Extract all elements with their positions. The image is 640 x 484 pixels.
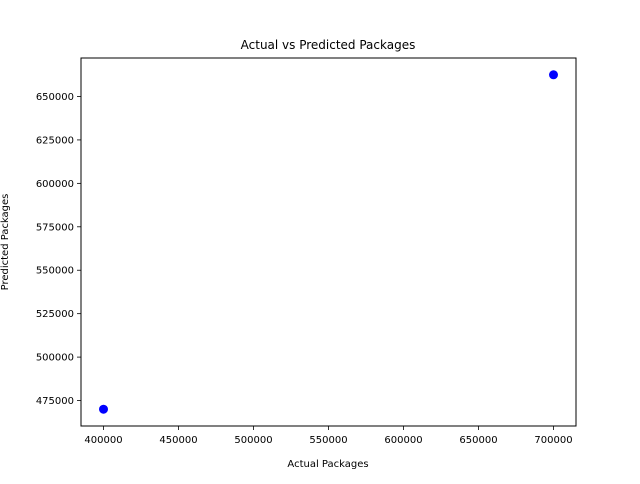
plot-area-frame — [80, 57, 577, 427]
x-tick-label: 500000 — [234, 435, 272, 446]
y-axis-label: Predicted Packages — [0, 194, 11, 291]
data-points — [99, 70, 558, 414]
x-axis-ticks: 400000 450000 500000 550000 600000 650000 7000… — [84, 426, 573, 446]
x-tick-label: 400000 — [84, 435, 122, 446]
x-tick-label: 550000 — [309, 435, 347, 446]
y-axis-ticks: 475000 500000 525000 550000 575000 600000 6250… — [36, 92, 81, 407]
x-tick-label: 600000 — [384, 435, 422, 446]
x-tick-label: 450000 — [159, 435, 197, 446]
scatter-point — [99, 404, 108, 414]
y-tick-label: 650000 — [36, 92, 74, 103]
y-tick-label: 575000 — [36, 222, 74, 233]
chart-title: Actual vs Predicted Packages — [241, 38, 416, 52]
scatter-point — [549, 70, 558, 80]
y-tick-label: 500000 — [36, 353, 74, 364]
y-tick-label: 550000 — [36, 266, 74, 277]
y-tick-label: 600000 — [36, 179, 74, 190]
x-axis-label: Actual Packages — [287, 459, 368, 470]
y-tick-label: 475000 — [36, 396, 74, 407]
y-tick-label: 625000 — [36, 135, 74, 146]
x-tick-label: 700000 — [534, 435, 572, 446]
y-tick-label: 525000 — [36, 309, 74, 320]
x-tick-label: 650000 — [459, 435, 497, 446]
